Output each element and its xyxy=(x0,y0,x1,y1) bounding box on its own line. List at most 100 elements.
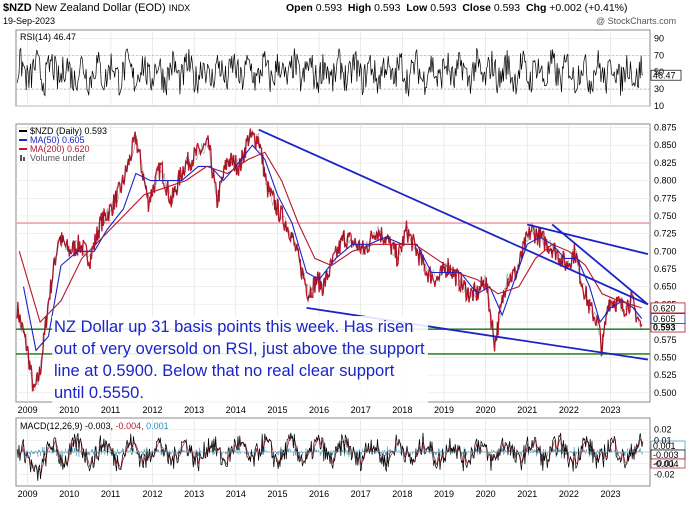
price-x-tick-label: 2020 xyxy=(476,405,496,415)
legend-entry: MA(50) 0.605 xyxy=(30,135,85,145)
macd-x-tick-label: 2019 xyxy=(434,489,454,499)
price-x-tick-label: 2010 xyxy=(59,405,79,415)
open-value: 0.593 xyxy=(315,2,343,14)
price-y-tick-label: 0.575 xyxy=(654,335,677,345)
price-x-tick-label: 2012 xyxy=(143,405,163,415)
macd-title-value: 0.001 xyxy=(146,421,169,431)
low-value: 0.593 xyxy=(430,2,457,14)
macd-y-tick-label: 0.02 xyxy=(654,424,672,434)
price-x-tick-label: 2014 xyxy=(226,405,246,415)
macd-last-value-label: -0.003 xyxy=(653,450,679,460)
ma50-line xyxy=(22,144,643,352)
macd-x-tick-label: 2015 xyxy=(267,489,287,499)
macd-last-value-label: -0.004 xyxy=(653,459,679,469)
price-x-tick-label: 2017 xyxy=(351,405,371,415)
macd-y-tick-label: -0.02 xyxy=(654,470,675,480)
price-y-tick-label: 0.550 xyxy=(654,352,677,362)
chart-date: 19-Sep-2023 xyxy=(3,16,56,26)
price-y-tick-label: 0.875 xyxy=(654,123,677,133)
price-close-line xyxy=(17,131,642,392)
price-last-value-label: 0.620 xyxy=(653,303,676,313)
macd-x-tick-label: 2012 xyxy=(143,489,163,499)
macd-title-value: -0.003, xyxy=(85,421,116,431)
macd-title: MACD(12,26,9) -0.003, -0.004, 0.001 xyxy=(20,421,169,431)
macd-title-prefix: MACD(12,26,9) xyxy=(20,421,85,431)
macd-x-tick-label: 2011 xyxy=(101,489,120,499)
price-y-tick-label: 0.850 xyxy=(654,140,677,150)
macd-x-tick-label: 2018 xyxy=(392,489,412,499)
macd-x-tick-label: 2016 xyxy=(309,489,329,499)
legend-entry: $NZD (Daily) 0.593 xyxy=(30,126,107,136)
rsi-y-tick-label: 30 xyxy=(654,84,664,94)
price-x-tick-label: 2021 xyxy=(517,405,537,415)
price-x-tick-label: 2019 xyxy=(434,405,454,415)
exchange: INDX xyxy=(168,3,191,13)
price-x-tick-label: 2009 xyxy=(18,405,38,415)
rsi-y-tick-label: 50 xyxy=(654,67,664,77)
rsi-y-tick-label: 90 xyxy=(654,33,664,43)
change-value: +0.002 (+0.41%) xyxy=(549,2,628,14)
ohlc-readout: Open 0.593 High 0.593 Low 0.593 Close 0.… xyxy=(286,2,628,14)
macd-last-value-tag xyxy=(650,458,686,469)
price-y-tick-label: 0.700 xyxy=(654,246,677,256)
legend-entry: Volume undef xyxy=(30,153,86,163)
price-series-line xyxy=(16,128,643,392)
macd-x-tick-label: 2017 xyxy=(351,489,371,499)
rsi-last-value-label: 46.47 xyxy=(653,71,676,81)
trendline xyxy=(258,128,649,306)
macd-y-tick-label: -0.01 xyxy=(654,458,675,468)
macd-x-tick-label: 2020 xyxy=(476,489,496,499)
price-x-tick-label: 2015 xyxy=(267,405,287,415)
price-last-value-label: 0.593 xyxy=(653,323,676,333)
price-y-tick-label: 0.525 xyxy=(654,370,677,380)
price-x-tick-label: 2011 xyxy=(101,405,120,415)
price-y-tick-label: 0.775 xyxy=(654,193,677,203)
price-x-tick-label: 2018 xyxy=(392,405,412,415)
price-y-tick-label: 0.500 xyxy=(654,388,677,398)
instrument-name: New Zealand Dollar (EOD) xyxy=(34,2,166,14)
rsi-title: RSI(14) 46.47 xyxy=(20,32,76,42)
price-last-value-tag xyxy=(650,313,686,324)
price-x-tick-label: 2016 xyxy=(309,405,329,415)
macd-title-value: -0.004, xyxy=(116,421,147,431)
ma200-line xyxy=(18,151,642,324)
rsi-panel xyxy=(15,29,651,107)
price-y-tick-label: 0.750 xyxy=(654,211,677,221)
price-y-tick-label: 0.650 xyxy=(654,282,677,292)
rsi-y-tick-label: 70 xyxy=(654,50,664,60)
price-x-tick-label: 2022 xyxy=(559,405,579,415)
close-value: 0.593 xyxy=(493,2,521,14)
macd-x-tick-label: 2014 xyxy=(226,489,246,499)
chart-header: $NZD New Zealand Dollar (EOD) INDX xyxy=(3,2,190,14)
macd-x-tick-label: 2013 xyxy=(184,489,204,499)
legend-volume-swatch xyxy=(20,155,22,161)
legend-entry: MA(200) 0.620 xyxy=(30,144,90,154)
price-x-tick-label: 2013 xyxy=(184,405,204,415)
price-y-tick-label: 0.825 xyxy=(654,158,677,168)
trendline xyxy=(551,223,649,306)
price-x-tick-label: 2023 xyxy=(600,405,620,415)
price-last-value-label: 0.605 xyxy=(653,314,676,324)
macd-y-tick-label: 0.01 xyxy=(654,436,672,446)
price-y-tick-label: 0.675 xyxy=(654,264,677,274)
macd-x-tick-label: 2021 xyxy=(517,489,537,499)
macd-last-value-label: 0.001 xyxy=(653,441,676,451)
watermark: @ StockCharts.com xyxy=(596,16,677,26)
price-y-tick-label: 0.800 xyxy=(654,176,677,186)
rsi-y-tick-label: 10 xyxy=(654,101,664,111)
price-y-tick-label: 0.725 xyxy=(654,229,677,239)
macd-x-tick-label: 2010 xyxy=(59,489,79,499)
rsi-last-value-tag xyxy=(650,69,682,81)
chart-annotation: NZ Dollar up 31 basis points this week. … xyxy=(52,316,428,404)
high-value: 0.593 xyxy=(374,2,401,14)
rsi-line xyxy=(16,47,644,97)
price-last-value-tag xyxy=(650,302,686,314)
macd-x-tick-label: 2022 xyxy=(559,489,579,499)
symbol: $NZD xyxy=(3,2,32,14)
trendline xyxy=(526,223,649,256)
legend-volume-swatch xyxy=(23,157,25,161)
macd-x-tick-label: 2023 xyxy=(600,489,620,499)
macd-line xyxy=(16,432,644,481)
macd-x-tick-label: 2009 xyxy=(18,489,38,499)
